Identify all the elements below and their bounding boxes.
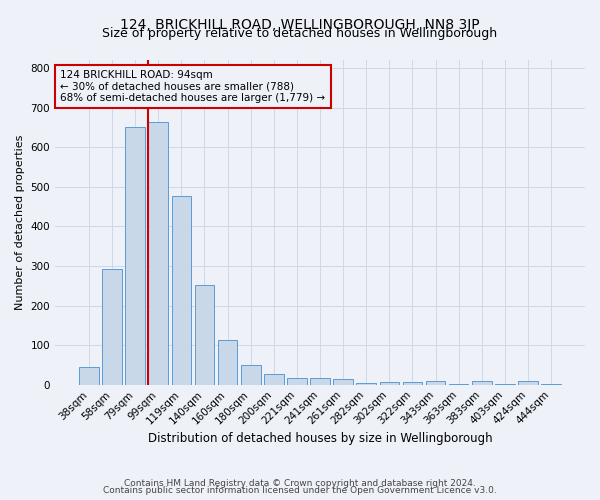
Text: Size of property relative to detached houses in Wellingborough: Size of property relative to detached ho… — [103, 28, 497, 40]
Bar — [125, 127, 145, 384]
Bar — [102, 268, 122, 384]
Bar — [403, 382, 422, 384]
Text: 124 BRICKHILL ROAD: 94sqm
← 30% of detached houses are smaller (788)
68% of semi: 124 BRICKHILL ROAD: 94sqm ← 30% of detac… — [61, 70, 325, 103]
Bar — [79, 366, 99, 384]
Bar — [287, 378, 307, 384]
Bar — [172, 196, 191, 384]
Bar — [310, 378, 330, 384]
Bar — [194, 286, 214, 384]
Bar — [426, 381, 445, 384]
Bar — [241, 365, 260, 384]
Bar — [356, 382, 376, 384]
Bar — [218, 340, 238, 384]
Text: Contains HM Land Registry data © Crown copyright and database right 2024.: Contains HM Land Registry data © Crown c… — [124, 478, 476, 488]
Bar — [518, 381, 538, 384]
Text: Contains public sector information licensed under the Open Government Licence v3: Contains public sector information licen… — [103, 486, 497, 495]
Bar — [380, 382, 399, 384]
X-axis label: Distribution of detached houses by size in Wellingborough: Distribution of detached houses by size … — [148, 432, 493, 445]
Bar — [334, 379, 353, 384]
Bar — [148, 122, 168, 384]
Text: 124, BRICKHILL ROAD, WELLINGBOROUGH, NN8 3JP: 124, BRICKHILL ROAD, WELLINGBOROUGH, NN8… — [120, 18, 480, 32]
Bar — [264, 374, 284, 384]
Y-axis label: Number of detached properties: Number of detached properties — [15, 134, 25, 310]
Bar — [472, 381, 491, 384]
